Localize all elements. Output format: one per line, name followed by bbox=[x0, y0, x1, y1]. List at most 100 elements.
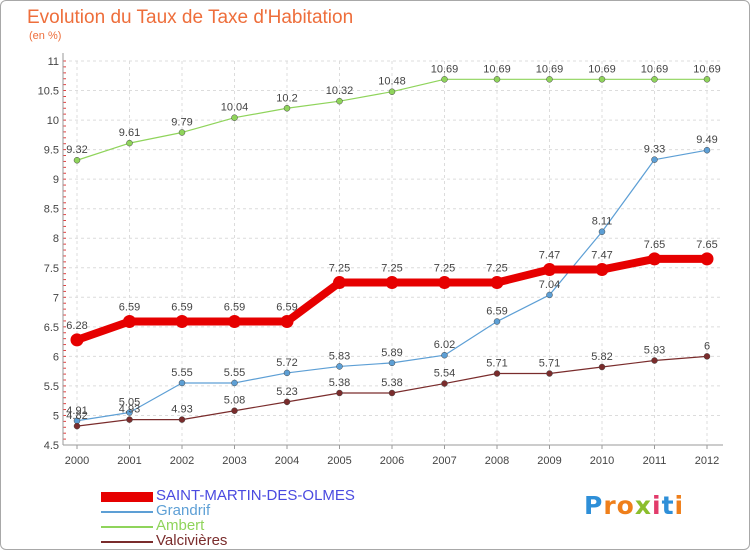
y-tick-label: 7 bbox=[53, 292, 59, 304]
data-label: 7.65 bbox=[696, 239, 717, 251]
data-label: 5.93 bbox=[644, 345, 665, 357]
data-point bbox=[178, 416, 186, 423]
data-label: 6.59 bbox=[486, 306, 507, 318]
data-point bbox=[700, 252, 714, 266]
data-point bbox=[283, 398, 291, 406]
data-label: 6.59 bbox=[224, 302, 245, 314]
data-label: 9.79 bbox=[171, 116, 192, 128]
logo-letter: t bbox=[661, 491, 675, 520]
axis-layer: 4.5 5 5.5 6 6.5 7 7.5 8 8.5 9 9.5 10 10.5 11 2000 2001 2… bbox=[38, 53, 723, 467]
legend-label: Valcivières bbox=[156, 532, 228, 549]
data-label: 5.55 bbox=[171, 367, 192, 379]
data-point bbox=[336, 389, 343, 397]
chart-title: Evolution du Taux de Taxe d'Habitation bbox=[27, 7, 354, 28]
data-point bbox=[441, 351, 448, 359]
data-label: 4.82 bbox=[66, 410, 87, 422]
data-label: 7.25 bbox=[434, 263, 455, 275]
data-point bbox=[595, 263, 609, 277]
data-point bbox=[651, 76, 658, 83]
data-point bbox=[336, 97, 343, 105]
data-point bbox=[228, 315, 241, 329]
y-tick-label: 9 bbox=[53, 174, 59, 186]
data-point bbox=[385, 276, 399, 290]
data-point bbox=[543, 263, 556, 277]
data-point bbox=[73, 156, 81, 164]
x-tick-label: 2000 bbox=[65, 455, 89, 467]
data-label: 10.48 bbox=[378, 76, 406, 88]
data-point bbox=[388, 88, 396, 95]
y-tick-label: 4.5 bbox=[44, 440, 59, 452]
data-point bbox=[178, 129, 186, 136]
data-point bbox=[126, 409, 133, 416]
y-tick-label: 10 bbox=[47, 115, 59, 127]
x-tick-label: 2005 bbox=[327, 455, 351, 467]
data-label: 4.93 bbox=[171, 404, 192, 416]
data-point bbox=[283, 105, 291, 112]
data-label: 6.02 bbox=[434, 339, 455, 351]
data-label: 5.54 bbox=[434, 368, 455, 380]
data-label: 7.65 bbox=[644, 239, 665, 251]
data-point bbox=[388, 389, 396, 397]
data-label: 7.04 bbox=[539, 279, 560, 291]
logo-letter: r bbox=[603, 491, 617, 520]
data-point bbox=[73, 422, 81, 430]
data-label: 6 bbox=[704, 340, 710, 352]
data-point bbox=[231, 407, 238, 414]
data-point bbox=[598, 228, 606, 235]
data-label: 9.49 bbox=[696, 134, 717, 146]
x-tick-label: 2011 bbox=[643, 455, 667, 467]
data-label: 6.59 bbox=[119, 302, 140, 314]
data-point bbox=[280, 315, 294, 329]
x-tick-label: 2008 bbox=[485, 455, 509, 467]
x-tick-label: 2006 bbox=[380, 455, 404, 467]
data-point bbox=[703, 353, 711, 360]
data-point bbox=[438, 276, 451, 290]
y-tick-label: 8.5 bbox=[44, 204, 59, 216]
data-label: 10.2 bbox=[276, 92, 297, 104]
data-point bbox=[441, 76, 448, 83]
legend-swatch bbox=[101, 511, 153, 513]
data-point bbox=[598, 363, 606, 371]
legend-label: Grandrif bbox=[156, 502, 211, 519]
logo-letter: x bbox=[634, 491, 652, 520]
data-label: 7.25 bbox=[329, 263, 350, 275]
data-label: 9.33 bbox=[644, 144, 665, 156]
y-tick-label: 7.5 bbox=[44, 263, 59, 275]
logo-letter: i bbox=[652, 491, 662, 520]
series-layer bbox=[70, 76, 714, 430]
data-label: 5.71 bbox=[539, 358, 560, 370]
legend-label: SAINT-MARTIN-DES-OLMES bbox=[156, 487, 355, 504]
data-point bbox=[175, 315, 189, 329]
data-label: 10.69 bbox=[536, 63, 564, 75]
x-tick-label: 2009 bbox=[537, 455, 561, 467]
data-label: 4.93 bbox=[119, 404, 140, 416]
data-label: 5.55 bbox=[224, 367, 245, 379]
y-tick-label: 5 bbox=[53, 410, 59, 422]
data-label: 6.59 bbox=[276, 302, 297, 314]
data-label: 10.69 bbox=[588, 63, 616, 75]
data-point bbox=[703, 146, 711, 154]
x-tick-label: 2003 bbox=[222, 455, 246, 467]
data-label: 5.82 bbox=[591, 351, 612, 363]
data-label: 10.69 bbox=[431, 63, 459, 75]
data-point bbox=[336, 363, 343, 370]
data-point bbox=[70, 333, 84, 347]
data-point bbox=[493, 318, 501, 325]
legend-swatch bbox=[101, 541, 153, 543]
data-label: 5.83 bbox=[329, 350, 350, 362]
data-label: 5.38 bbox=[381, 377, 402, 389]
data-point bbox=[231, 379, 238, 387]
data-label: 5.05 bbox=[119, 397, 140, 409]
y-tick-label: 5.5 bbox=[44, 381, 59, 393]
data-label: 9.61 bbox=[119, 127, 140, 139]
x-tick-label: 2004 bbox=[275, 455, 299, 467]
data-label: 7.25 bbox=[381, 263, 402, 275]
logo-letter: P bbox=[584, 491, 604, 520]
legend-swatch bbox=[101, 492, 153, 502]
data-label: 10.32 bbox=[326, 85, 354, 97]
data-point bbox=[283, 369, 291, 377]
y-tick-label: 6.5 bbox=[44, 322, 59, 334]
logo-letter: i bbox=[674, 491, 685, 520]
